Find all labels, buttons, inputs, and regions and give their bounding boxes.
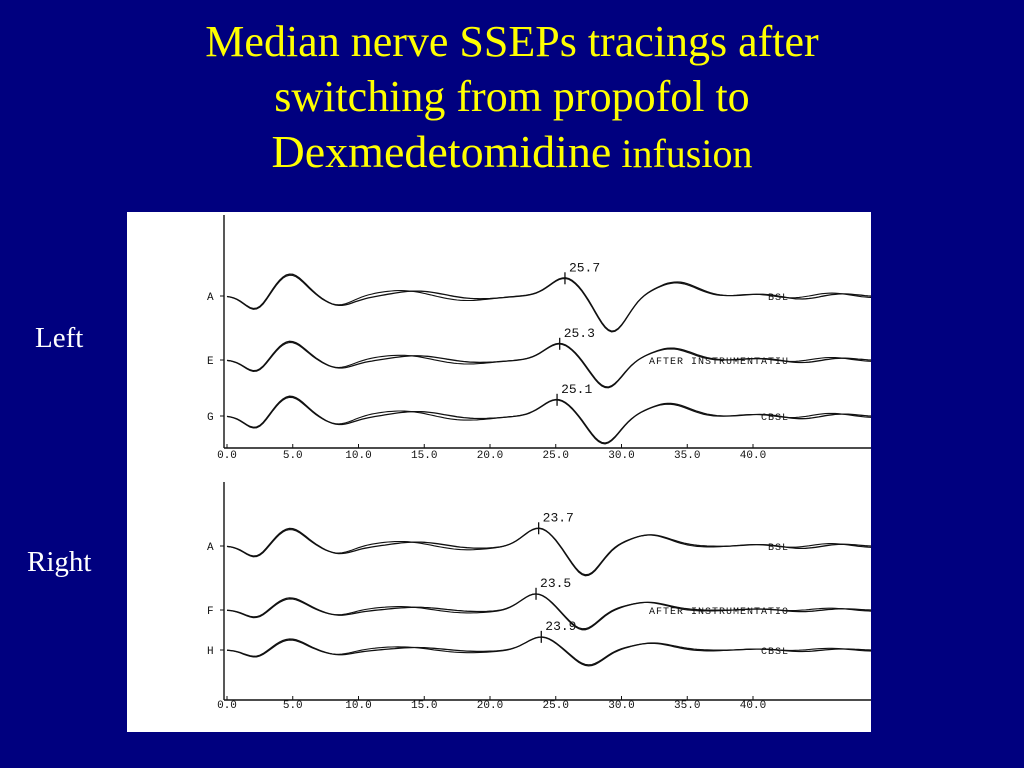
right-trace-H-overlay (226, 636, 871, 666)
title-line-2: switching from propofol to (274, 72, 750, 121)
right-x-tick-label: 5.0 (283, 700, 303, 712)
right-x-tick-label: 35.0 (674, 700, 700, 712)
slide-title: Median nerve SSEPs tracings after switch… (0, 14, 1024, 181)
right-channel-label: F (207, 606, 214, 618)
left-x-tick-label: 25.0 (543, 450, 569, 462)
title-drug-name: Dexmedetomidine (271, 126, 612, 177)
title-line-1: Median nerve SSEPs tracings after (205, 17, 819, 66)
left-peak-label: 25.1 (561, 382, 592, 397)
title-infusion: infusion (611, 131, 753, 176)
right-x-tick-label: 40.0 (740, 700, 766, 712)
left-x-tick-label: 15.0 (411, 450, 437, 462)
left-peak-label: 25.3 (564, 326, 595, 341)
right-side-label: Right (27, 546, 92, 578)
left-channel-label: A (207, 292, 214, 304)
right-channel-label: H (207, 646, 214, 658)
left-condition-label: BSL (768, 293, 789, 304)
left-x-tick-label: 30.0 (608, 450, 634, 462)
right-peak-label: 23.7 (543, 510, 574, 525)
left-x-tick-label: 10.0 (345, 450, 371, 462)
right-peak-label: 23.5 (540, 576, 571, 591)
left-x-tick-label: 0.0 (217, 450, 237, 462)
right-x-tick-label: 30.0 (608, 700, 634, 712)
left-channel-label: E (207, 356, 214, 368)
left-x-tick-label: 35.0 (674, 450, 700, 462)
left-trace-E-overlay (226, 341, 871, 388)
left-x-tick-label: 40.0 (740, 450, 766, 462)
left-trace-A-overlay (226, 274, 871, 332)
left-channel-label: G (207, 412, 214, 424)
right-trace-F-overlay (226, 593, 871, 630)
right-x-tick-label: 0.0 (217, 700, 237, 712)
left-x-tick-label: 5.0 (283, 450, 303, 462)
right-x-tick-label: 10.0 (345, 700, 371, 712)
ssep-figure: 0.05.010.015.020.025.030.035.040.050.0A2… (127, 212, 871, 732)
title-line-3: Dexmedetomidine infusion (0, 124, 1024, 181)
right-channel-label: A (207, 542, 214, 554)
left-peak-label: 25.7 (569, 260, 600, 275)
right-trace-A-overlay (226, 527, 871, 576)
left-x-tick-label: 20.0 (477, 450, 503, 462)
right-x-tick-label: 20.0 (477, 700, 503, 712)
right-condition-label: BSL (768, 543, 789, 554)
left-condition-label: AFTER INSTRUMENTATIU (649, 357, 789, 368)
right-condition-label: CBSL (761, 647, 789, 658)
right-peak-label: 23.9 (545, 619, 576, 634)
left-condition-label: CBSL (761, 413, 789, 424)
right-x-tick-label: 15.0 (411, 700, 437, 712)
right-x-tick-label: 25.0 (543, 700, 569, 712)
left-side-label: Left (35, 322, 84, 354)
ssep-tracings-chart: 0.05.010.015.020.025.030.035.040.050.0A2… (207, 215, 871, 712)
left-trace-G-overlay (226, 396, 871, 444)
right-condition-label: AFTER INSTRUMENTATIO (649, 607, 789, 618)
